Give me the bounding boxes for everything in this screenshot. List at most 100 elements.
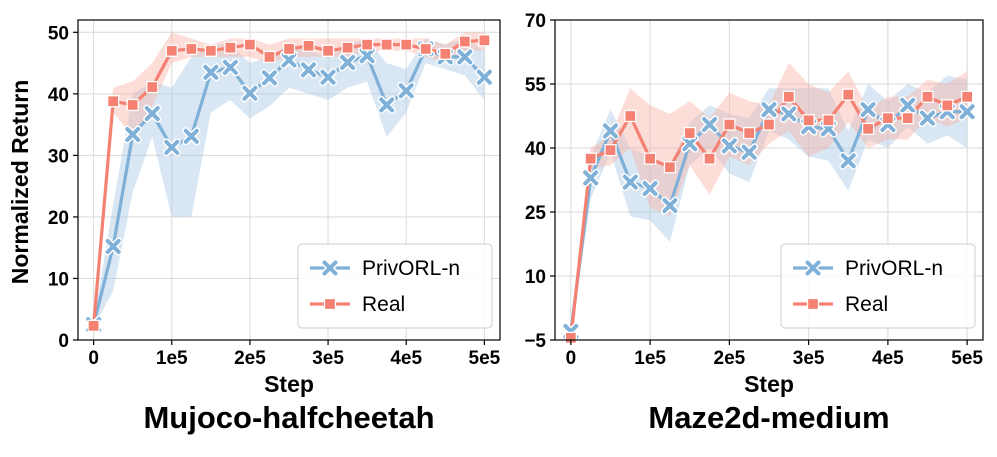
x-tick-label: 2e5 <box>714 348 746 369</box>
data-point-privorl <box>320 69 336 85</box>
data-point-privorl <box>301 62 317 78</box>
data-point-real <box>478 34 491 47</box>
data-point-privorl <box>840 153 856 169</box>
data-point-real <box>643 152 657 165</box>
data-point-real <box>165 44 178 57</box>
data-point-real <box>400 38 413 51</box>
y-tick-label: 25 <box>525 203 547 224</box>
x-axis-label: Step <box>264 371 314 397</box>
data-point-real <box>723 118 736 131</box>
confidence-band-privorl <box>93 38 485 328</box>
data-point-privorl <box>781 106 797 122</box>
x-tick-label: 0 <box>88 348 99 369</box>
data-point-privorl <box>662 198 678 214</box>
legend-box <box>297 243 493 329</box>
data-point-privorl <box>164 139 180 155</box>
data-point-real <box>743 126 756 140</box>
data-point-privorl <box>702 117 718 133</box>
data-point-real <box>302 39 315 52</box>
data-point-real <box>960 90 974 103</box>
data-point-privorl <box>860 102 876 118</box>
data-point-privorl <box>359 48 375 64</box>
data-point-real <box>380 38 393 51</box>
data-point-privorl <box>340 54 356 70</box>
x-tick-label: 5e5 <box>951 348 983 369</box>
data-point-privorl <box>398 83 414 99</box>
data-point-real <box>360 38 374 51</box>
data-point-privorl <box>125 126 141 142</box>
chart-1: 0 1e5 2e5 3e5 4e5 5e5 0 10 20 30 40 50 Step Normalize… <box>7 19 501 435</box>
x-tick-label: 1e5 <box>156 348 188 369</box>
data-point-privorl <box>583 170 599 186</box>
legend-marker-privorl <box>805 260 821 276</box>
data-point-privorl <box>242 85 258 101</box>
data-point-real <box>439 47 452 60</box>
data-point-real <box>243 38 257 51</box>
plot-frame <box>554 19 984 341</box>
data-point-privorl <box>281 52 297 68</box>
data-point-real <box>584 152 597 165</box>
data-point-real <box>458 35 471 48</box>
data-point-privorl <box>900 97 916 113</box>
x-tick-label: 0 <box>566 348 577 369</box>
data-point-real <box>107 95 120 108</box>
data-point-real <box>419 42 432 56</box>
data-point-real <box>224 41 237 54</box>
data-point-real <box>126 98 139 112</box>
x-tick-label: 5e5 <box>469 348 501 369</box>
data-point-privorl <box>379 97 395 113</box>
data-point-real <box>146 80 159 94</box>
data-point-privorl <box>642 181 658 197</box>
y-tick-label: 70 <box>525 11 546 32</box>
data-point-real <box>762 118 776 131</box>
data-point-real <box>802 114 815 127</box>
y-axis-label: Normalized Return <box>7 80 33 284</box>
y-tick-label: 40 <box>525 139 546 160</box>
data-point-real <box>703 152 716 165</box>
data-point-real <box>263 50 276 64</box>
data-point-privorl <box>622 174 638 190</box>
data-point-real <box>941 99 954 112</box>
chart-title: Maze2d-medium <box>648 400 889 435</box>
data-point-privorl <box>203 64 219 80</box>
legend: PrivORL-n Real <box>780 243 976 329</box>
data-point-privorl <box>457 49 473 65</box>
data-point-real <box>842 88 855 101</box>
data-point-real <box>822 114 835 127</box>
data-point-privorl <box>721 138 737 154</box>
x-axis-label: Step <box>744 371 794 397</box>
x-tick-label: 4e5 <box>872 348 904 369</box>
legend-marker-privorl <box>322 260 338 276</box>
y-tick-label: −5 <box>524 331 546 352</box>
y-tick-label: 0 <box>58 331 69 352</box>
data-point-real <box>921 90 934 103</box>
data-point-real <box>683 126 696 140</box>
data-point-real <box>87 319 100 332</box>
y-tick-label: 10 <box>48 269 69 290</box>
y-tick-label: 30 <box>48 146 69 167</box>
x-tick-label: 3e5 <box>312 348 344 369</box>
data-point-privorl <box>682 136 698 152</box>
data-point-real <box>321 44 335 57</box>
data-point-privorl <box>741 144 757 160</box>
data-point-real <box>624 109 637 123</box>
data-point-real <box>881 111 895 125</box>
data-point-real <box>185 42 198 56</box>
y-tick-label: 20 <box>48 208 69 229</box>
x-tick-label: 3e5 <box>793 348 825 369</box>
data-point-real <box>604 143 617 157</box>
x-tick-label: 1e5 <box>634 348 666 369</box>
plot-frame <box>77 19 501 341</box>
data-point-privorl <box>105 238 121 254</box>
data-point-real <box>282 42 296 56</box>
data-point-real <box>782 90 795 103</box>
data-point-privorl <box>920 110 936 126</box>
data-point-real <box>901 111 914 125</box>
data-point-privorl <box>222 59 238 75</box>
legend-box <box>780 243 976 329</box>
data-point-real <box>204 44 218 57</box>
y-tick-label: 40 <box>48 85 69 106</box>
legend-marker-real <box>806 297 820 311</box>
legend-label-privorl: PrivORL-n <box>845 257 943 280</box>
